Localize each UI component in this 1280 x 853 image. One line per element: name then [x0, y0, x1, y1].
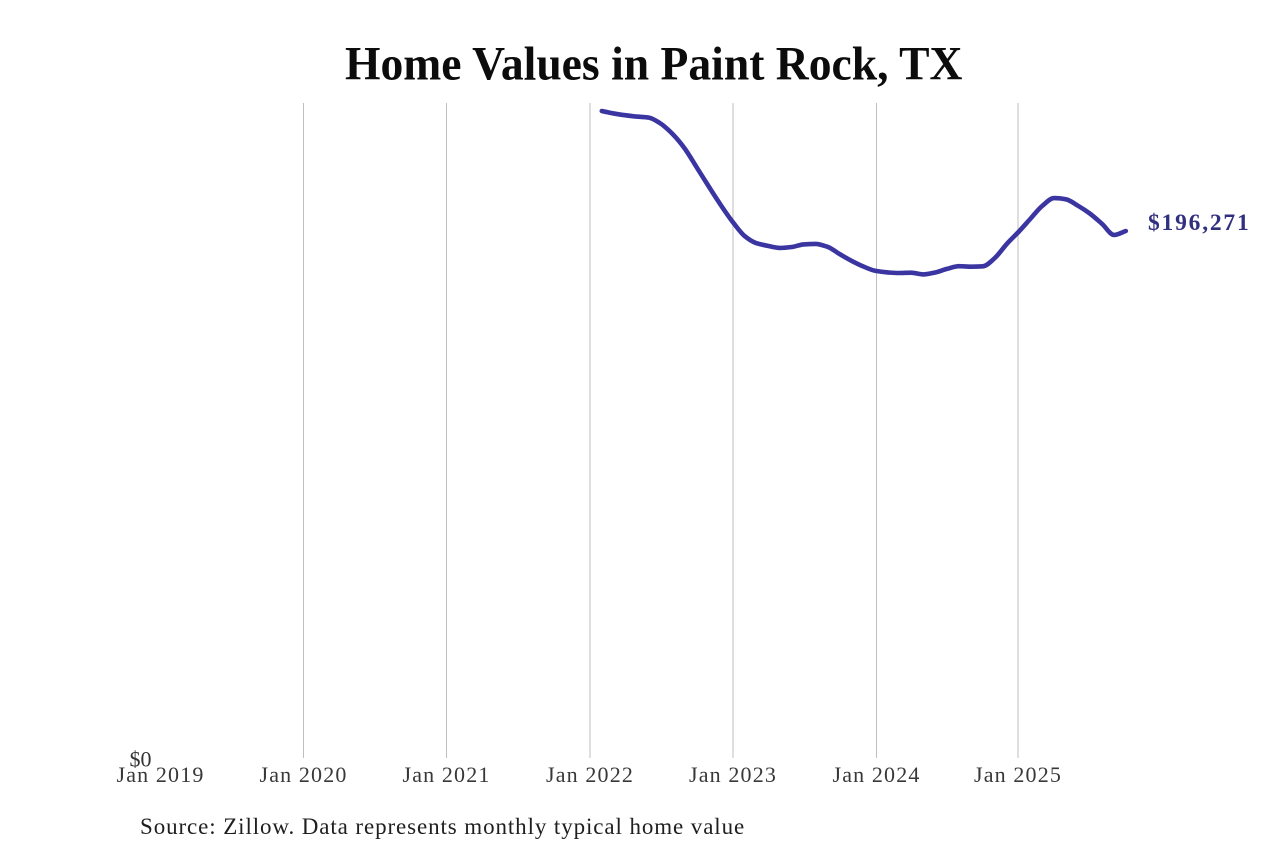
svg-text:Jan 2025: Jan 2025 — [974, 762, 1062, 787]
svg-text:Jan 2020: Jan 2020 — [259, 762, 347, 787]
svg-text:$196,271: $196,271 — [1148, 210, 1251, 236]
svg-text:Jan 2024: Jan 2024 — [832, 762, 920, 787]
svg-text:Jan 2022: Jan 2022 — [546, 762, 634, 787]
svg-text:Jan 2021: Jan 2021 — [402, 762, 490, 787]
svg-text:$0: $0 — [130, 747, 152, 772]
svg-text:Jan 2019: Jan 2019 — [116, 762, 204, 787]
svg-text:Source: Zillow. Data represent: Source: Zillow. Data represents monthly … — [140, 814, 745, 839]
svg-text:Home Values in Paint Rock, TX: Home Values in Paint Rock, TX — [345, 39, 963, 91]
svg-text:Jan 2023: Jan 2023 — [689, 762, 777, 787]
